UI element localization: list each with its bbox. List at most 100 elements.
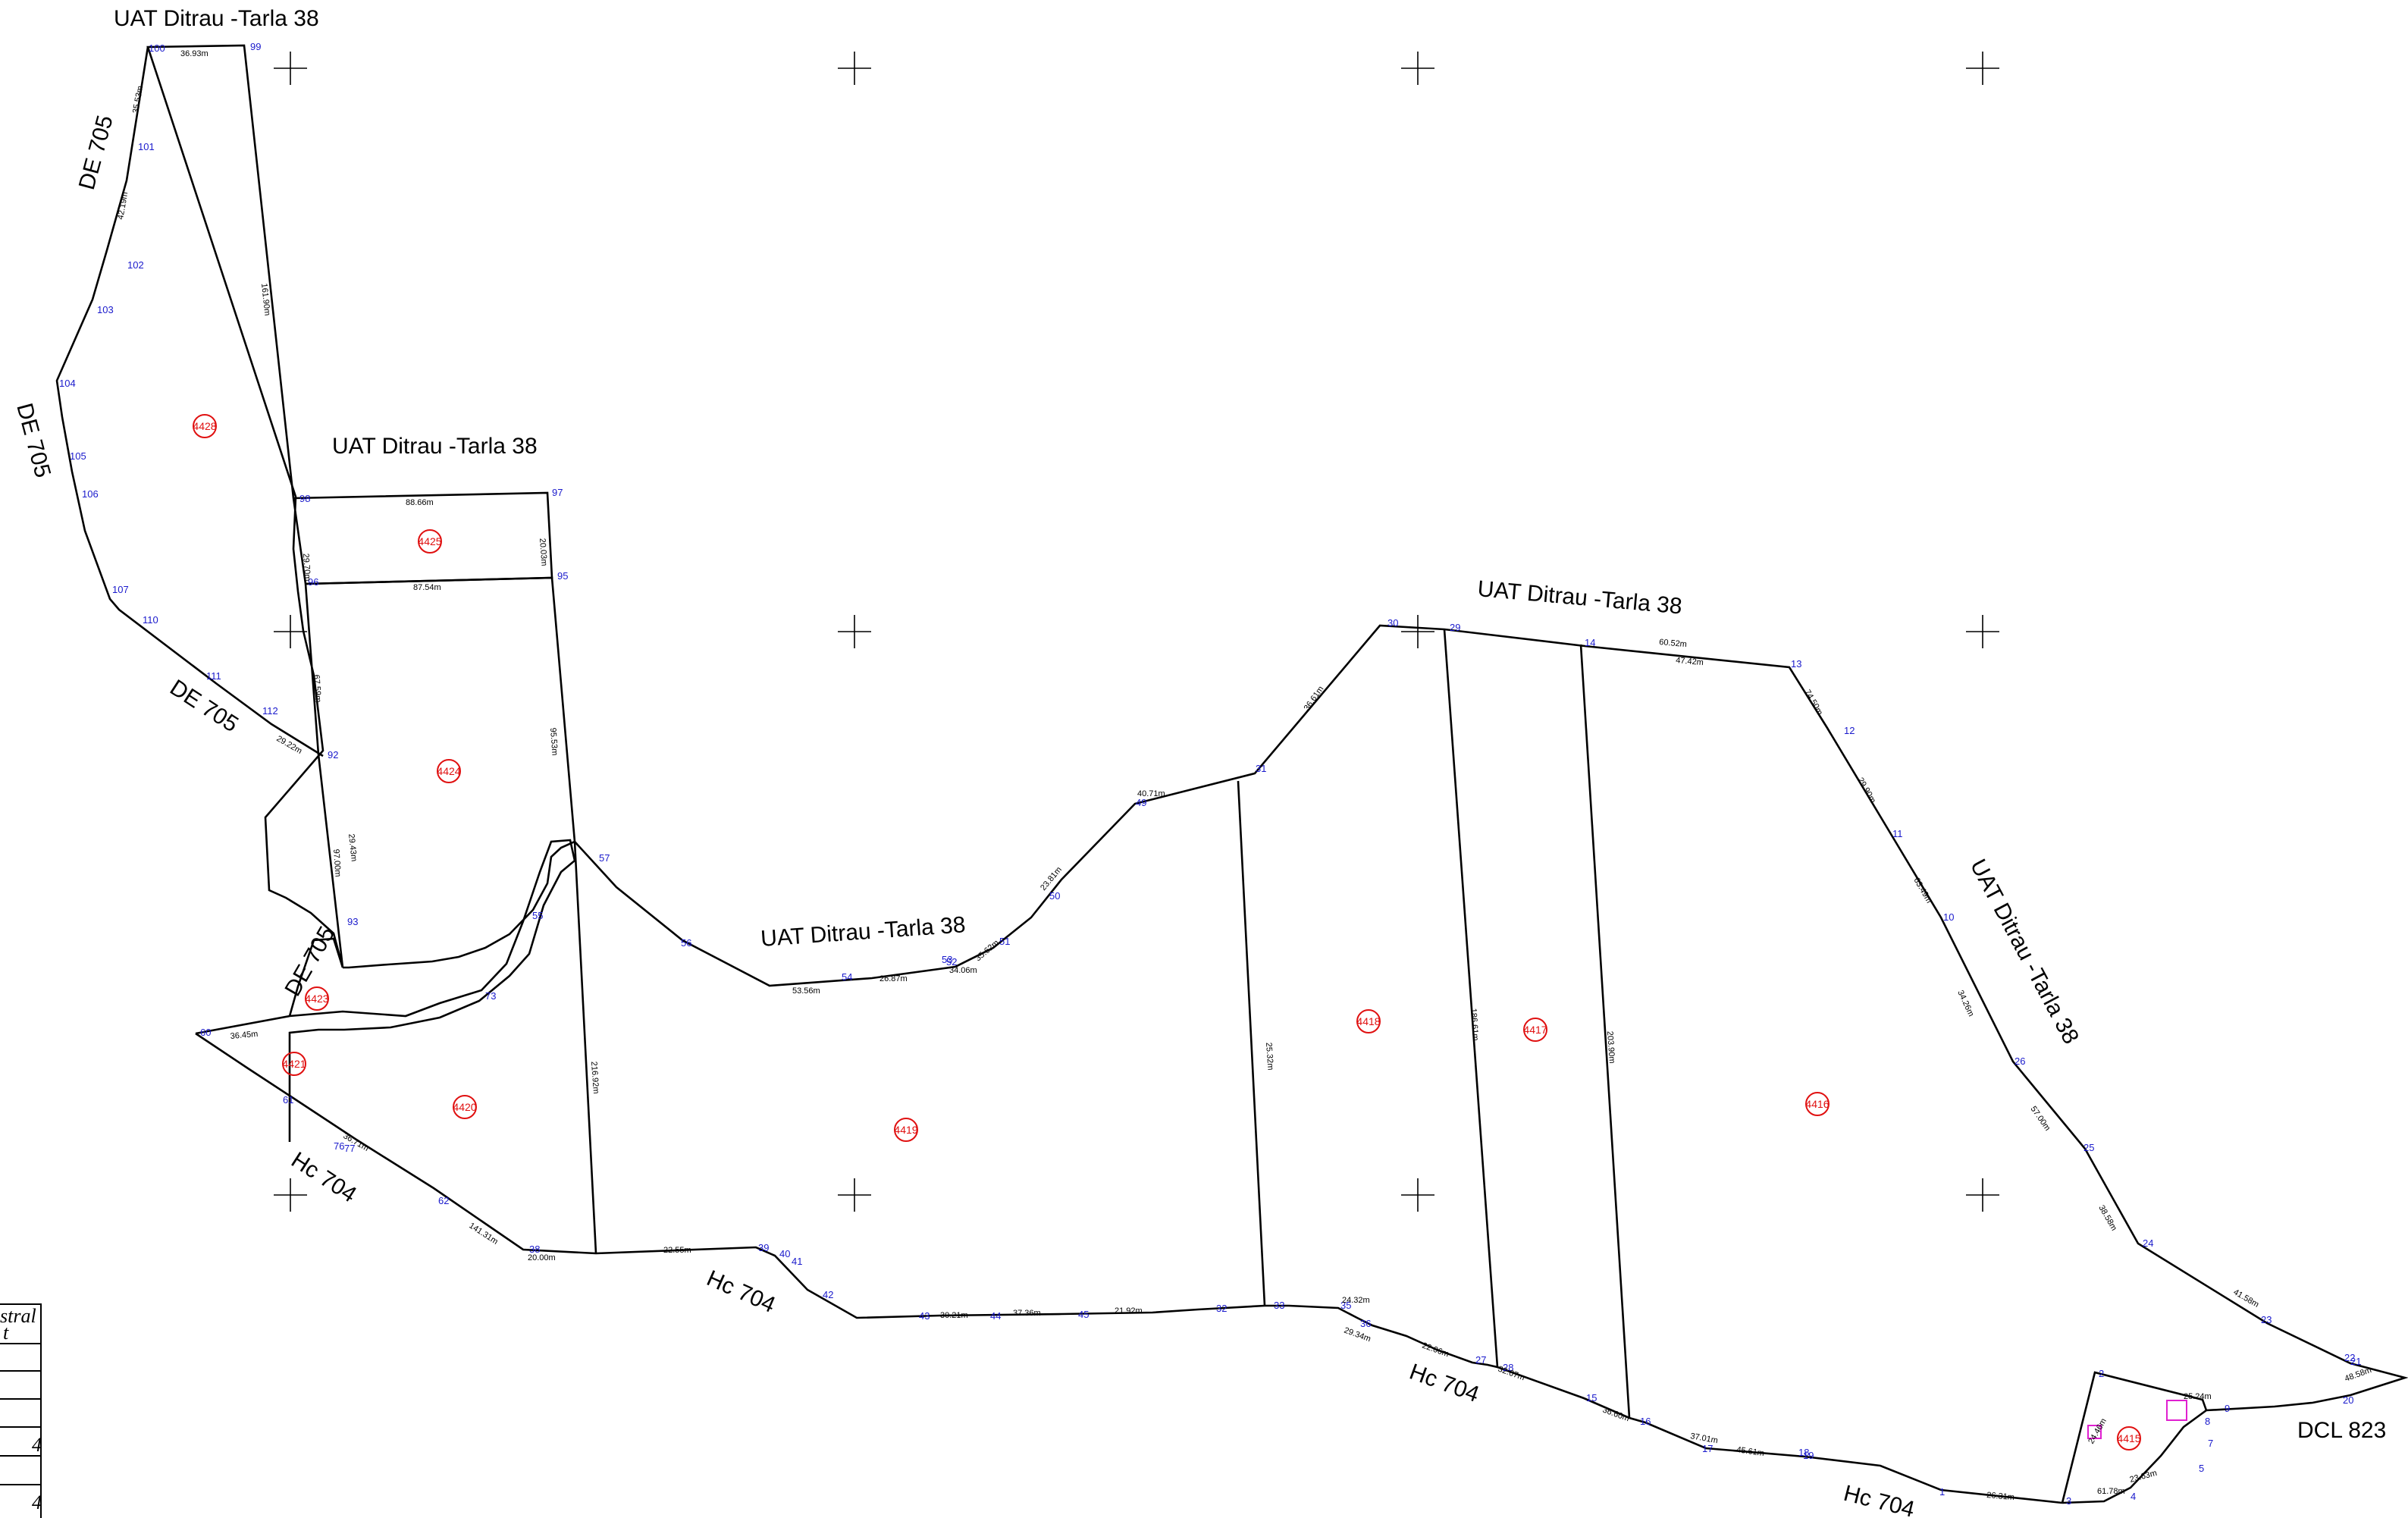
point-number: 30: [1387, 617, 1398, 629]
parcel-ids: 4428442544244423442144204419441844174416…: [193, 414, 2141, 1451]
parcel-id-label: 4423: [305, 993, 328, 1005]
distance-label: 24.32m: [1342, 1296, 1370, 1305]
distance-label: 67.59m: [312, 674, 323, 702]
distance-label: 26.31m: [1986, 1491, 2015, 1502]
parcel-id-label: 4419: [894, 1124, 917, 1136]
point-numbers: 100 9910110210310410510610711011111298979…: [59, 41, 2361, 1507]
parcel-id-label: 4421: [282, 1058, 306, 1070]
distance-label: 61.78m: [2097, 1487, 2125, 1496]
point-number: 73: [485, 990, 496, 1002]
parcel-id-marker: 4428: [193, 414, 217, 438]
point-number: 100: [149, 42, 165, 54]
point-number: 53: [942, 954, 952, 965]
point-number: 61: [283, 1094, 293, 1106]
point-number: 50: [1049, 890, 1060, 902]
area-label-hc704-3: Hc 704: [1406, 1360, 1483, 1408]
area-label-hc704-2: Hc 704: [703, 1266, 779, 1318]
parcel-divider-4417: [1443, 629, 1499, 1368]
point-number: 112: [262, 705, 278, 717]
point-number: 3: [2066, 1495, 2071, 1507]
distance-label: 161.90m: [259, 283, 271, 316]
point-number: 25: [2083, 1142, 2094, 1153]
point-number: 101: [138, 141, 155, 152]
buildings: [2087, 1400, 2187, 1439]
distance-label: 97.00m: [331, 848, 343, 877]
distance-label: 40.71m: [1137, 789, 1165, 798]
point-number: 54: [842, 971, 852, 983]
area-label-uat-middle: UAT Ditrau -Tarla 38: [760, 912, 966, 952]
point-number: 52: [946, 956, 957, 968]
point-number: 103: [97, 304, 114, 315]
distance-label: 48.58m: [2344, 1366, 2373, 1384]
parcel-divider-4420: [573, 841, 597, 1254]
parcel-id-ring: [193, 414, 217, 438]
point-number: 77: [344, 1143, 355, 1154]
point-number: 98: [299, 493, 310, 504]
distance-label: 88.66m: [406, 498, 434, 507]
area-label-de705-2: DE 705: [11, 400, 55, 480]
parcel-id-marker: 4419: [894, 1118, 918, 1142]
point-number: 27: [1475, 1354, 1486, 1366]
parcel-id-marker: 4425: [418, 529, 442, 554]
parcel-id-marker: 4415: [2117, 1426, 2141, 1451]
point-number: 33: [1274, 1300, 1284, 1311]
parcel-id-ring: [418, 529, 442, 554]
point-number: 2: [2099, 1368, 2104, 1379]
parcel-id-marker: 4418: [1356, 1009, 1381, 1033]
point-number: 38: [529, 1244, 540, 1255]
parcel-id-label: 4415: [2117, 1432, 2140, 1444]
legend-border: [0, 1303, 42, 1518]
point-number: 110: [143, 614, 158, 626]
legend-cell-text: 4: [32, 1491, 42, 1513]
parcel-id-ring: [1356, 1009, 1381, 1033]
distance-label: 29.90m: [1855, 776, 1877, 805]
point-number: 9: [2225, 1403, 2230, 1414]
point-number: 97: [552, 487, 563, 498]
parcel-id-ring: [2117, 1426, 2141, 1451]
point-number: 42: [823, 1289, 833, 1300]
point-number: 16: [1640, 1416, 1651, 1427]
distance-label: 21.92m: [1115, 1306, 1143, 1316]
point-number: 32: [1216, 1303, 1227, 1314]
point-number: 18: [1798, 1447, 1809, 1458]
area-label-hc704-1: Hc 704: [287, 1147, 361, 1207]
grid-crosses: [274, 52, 1999, 1212]
point-number: 111: [206, 670, 221, 682]
point-number: 76: [334, 1140, 344, 1152]
point-number: 15: [1586, 1392, 1597, 1404]
point-number: 21: [2350, 1356, 2361, 1367]
point-number: 106: [82, 488, 99, 500]
point-number: 7: [2208, 1438, 2213, 1449]
distance-label: 60.52m: [1659, 638, 1688, 649]
parcel-id-ring: [437, 759, 461, 783]
parcel-boundary-4423: [288, 937, 344, 1017]
area-label-uat-top-right: UAT Ditrau -Tarla 38: [1476, 576, 1683, 619]
point-number: 17: [1702, 1443, 1713, 1454]
distance-label: 36.60m: [1601, 1406, 1631, 1424]
point-number: 24: [2143, 1237, 2153, 1249]
point-number: 60: [200, 1027, 211, 1038]
legend-header-text: stral: [0, 1305, 36, 1327]
point-number: 102: [127, 259, 144, 271]
distance-label: 37.36m: [1013, 1309, 1041, 1318]
parcel-boundaries: [55, 44, 2408, 1504]
point-number: 13: [1791, 658, 1801, 670]
distance-label: 47.42m: [1676, 656, 1704, 667]
distance-label: 34.06m: [949, 966, 977, 975]
distance-label: 24.46m: [2087, 1417, 2109, 1446]
distance-label: 45.61m: [1736, 1445, 1765, 1458]
distance-label: 216.92m: [589, 1061, 600, 1094]
point-number: 4: [2131, 1491, 2136, 1502]
distance-label: 20.00m: [528, 1253, 556, 1262]
point-number: 1: [1939, 1486, 1945, 1498]
distance-label: 34.26m: [1955, 989, 1975, 1018]
distance-label: 23.81m: [1039, 865, 1064, 892]
distance-label: 20.03m: [538, 538, 549, 566]
distance-label: 95.53m: [548, 727, 560, 755]
parcel-id-marker: 4421: [282, 1052, 306, 1076]
parcel-id-ring: [282, 1052, 306, 1076]
distance-label: 41.58m: [2232, 1287, 2261, 1309]
parcel-id-label: 4418: [1356, 1015, 1380, 1027]
area-label-de705-1: DE 705: [74, 113, 118, 193]
